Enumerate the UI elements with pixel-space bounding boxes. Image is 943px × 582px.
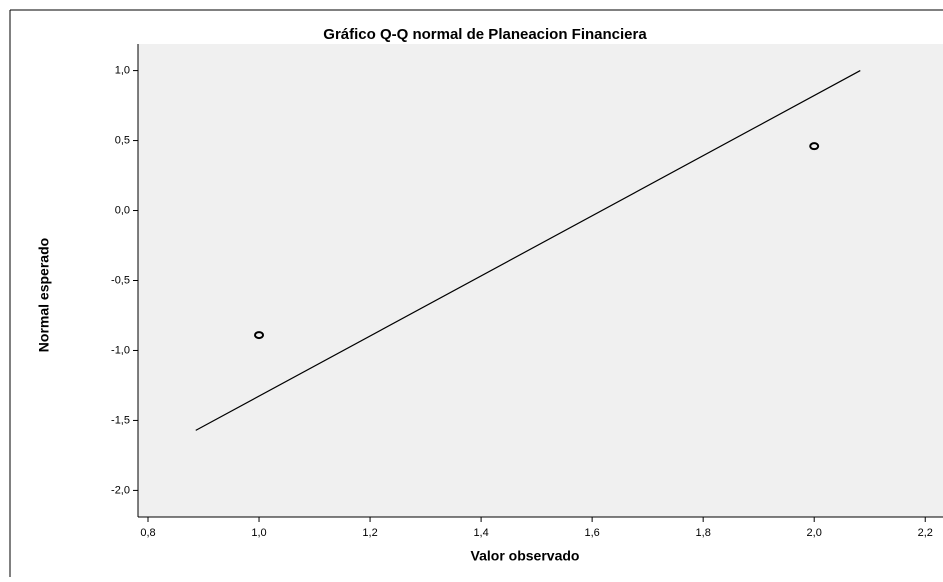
chart-title: Gráfico Q-Q normal de Planeacion Financi… [323,26,647,43]
x-tick-label: 1,8 [696,527,711,539]
y-tick-label: -0,5 [111,274,130,286]
x-tick-label: 1,2 [362,527,377,539]
x-tick-label: 1,4 [473,527,488,539]
x-tick-label: 0,8 [140,527,155,539]
x-tick-label: 1,0 [251,527,266,539]
y-tick-label: 0,5 [115,134,130,146]
plot-area [138,44,943,517]
reference-line [195,70,861,431]
y-tick-label: -1,5 [111,414,130,426]
point [254,331,265,340]
y-tick-label: 0,0 [115,204,130,216]
x-tick-label: 2,0 [807,527,822,539]
y-tick-label: 1,0 [115,64,130,76]
point [809,142,820,151]
x-tick-label: 2,2 [918,527,933,539]
x-axis-label: Valor observado [471,548,580,564]
x-tick-label: 1,6 [584,527,599,539]
y-tick-label: -1,0 [111,344,130,356]
y-axis-label: Normal esperado [36,238,52,352]
y-tick-label: -2,0 [111,484,130,496]
